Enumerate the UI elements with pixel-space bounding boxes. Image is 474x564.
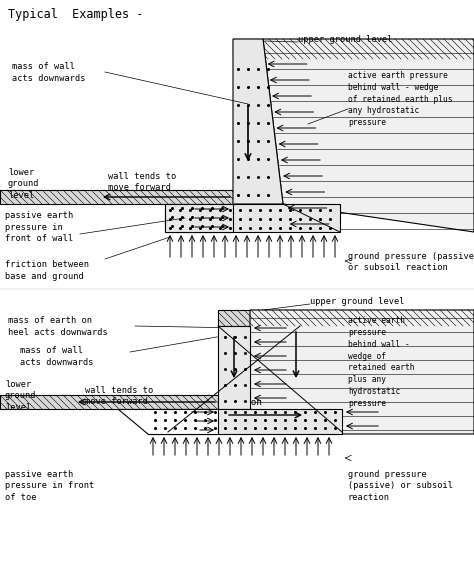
Text: mass of wall
acts downwards: mass of wall acts downwards — [12, 62, 85, 83]
Text: active earth pressure
behind wall - wedge
of retained earth plus
any hydrostatic: active earth pressure behind wall - wedg… — [348, 71, 453, 127]
Bar — [148, 409, 342, 434]
Text: Typical  Examples -: Typical Examples - — [8, 8, 143, 21]
Text: mass of wall
acts downwards: mass of wall acts downwards — [20, 346, 93, 367]
Text: friction between
base and ground: friction between base and ground — [5, 260, 89, 281]
Text: wall tends to
move forward: wall tends to move forward — [85, 386, 153, 407]
Text: passive earth
pressure in front
of toe: passive earth pressure in front of toe — [5, 470, 94, 503]
Text: mass of earth on
heel acts downwards: mass of earth on heel acts downwards — [8, 316, 108, 337]
Bar — [218, 326, 250, 409]
Text: ground pressure (passive)
or subsoil reaction: ground pressure (passive) or subsoil rea… — [348, 252, 474, 272]
Bar — [218, 310, 474, 326]
Text: lower
ground
level: lower ground level — [8, 168, 39, 200]
Bar — [0, 395, 218, 409]
Text: passive earth
pressure in
front of wall: passive earth pressure in front of wall — [5, 211, 73, 243]
Text: active earth
pressure
behind wall -
wedge of
retained earth
plus any
hydrostatic: active earth pressure behind wall - wedg… — [348, 316, 414, 408]
Polygon shape — [118, 409, 218, 434]
Polygon shape — [250, 310, 474, 434]
Bar — [165, 204, 340, 232]
Bar — [165, 204, 233, 232]
Bar — [0, 190, 233, 204]
Text: ground pressure
(passive) or subsoil
reaction: ground pressure (passive) or subsoil rea… — [348, 470, 453, 503]
Text: friction: friction — [218, 398, 263, 407]
Text: wall tends to
move forward: wall tends to move forward — [108, 171, 176, 192]
Polygon shape — [263, 39, 474, 232]
Text: upper ground level: upper ground level — [298, 34, 392, 43]
Bar — [233, 39, 474, 59]
Polygon shape — [233, 39, 283, 204]
Text: lower
ground
level: lower ground level — [5, 380, 36, 412]
Text: upper ground level: upper ground level — [310, 297, 404, 306]
